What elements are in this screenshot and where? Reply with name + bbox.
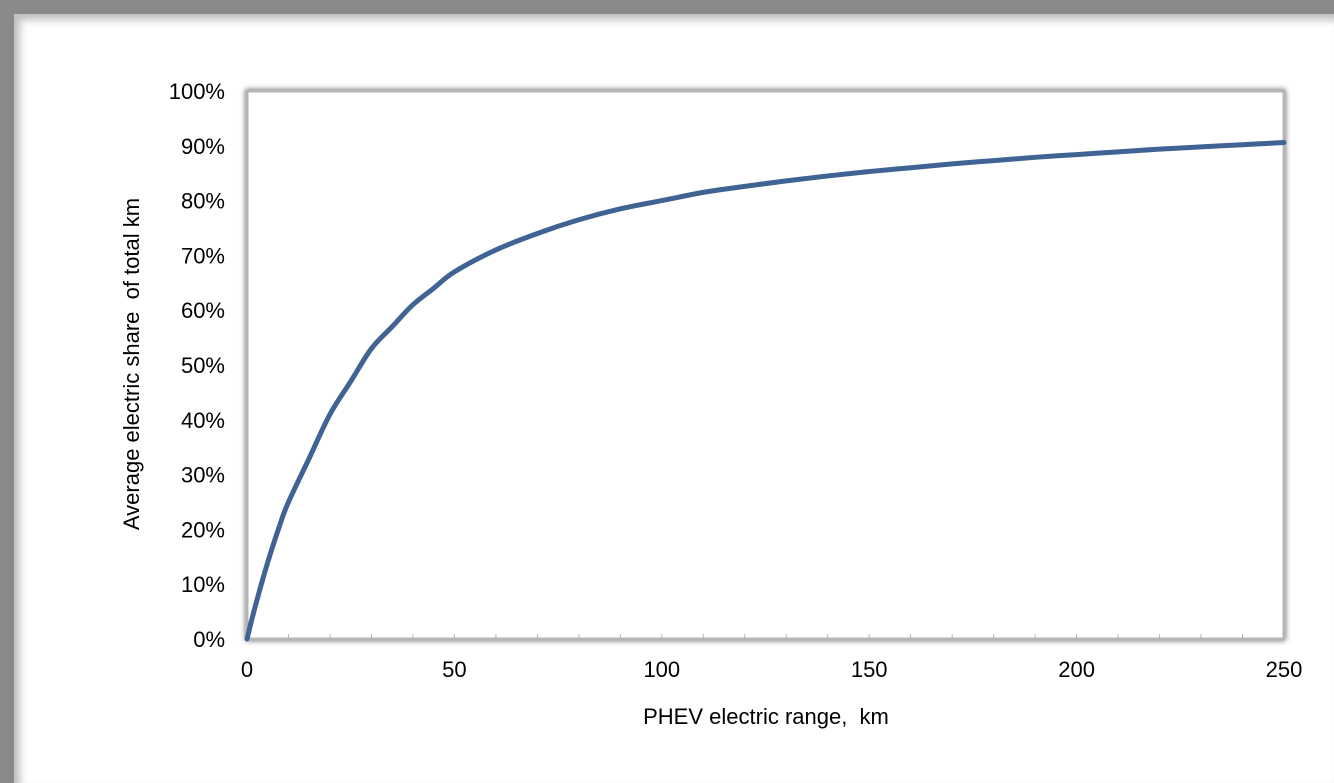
y-tick-label: 90% (181, 134, 225, 159)
series-line (244, 140, 1287, 642)
x-axis (246, 634, 1285, 639)
y-tick-label: 100% (169, 79, 225, 104)
y-axis: 0% 10% 20% 30% 40% 50% 60% 70% 80% 90% 100% (169, 79, 225, 652)
x-tick-label: 200 (1058, 657, 1095, 682)
x-axis-ticks: 0 50 100 150 200 250 (241, 657, 1302, 682)
y-tick-label: 30% (181, 463, 225, 488)
y-tick-label: 70% (181, 243, 225, 268)
x-tick-label: 150 (851, 657, 888, 682)
x-tick-label: 50 (442, 657, 466, 682)
y-tick-label: 60% (181, 298, 225, 323)
y-tick-label: 10% (181, 572, 225, 597)
x-tick-label: 100 (643, 657, 680, 682)
y-tick-label: 80% (181, 189, 225, 214)
y-tick-label: 20% (181, 517, 225, 542)
x-tick-label: 250 (1266, 657, 1303, 682)
y-axis-title: Average electric share of total km (119, 198, 144, 530)
y-tick-label: 50% (181, 353, 225, 378)
x-axis-title: PHEV electric range, km (643, 704, 889, 729)
plot-area (245, 89, 1286, 641)
y-tick-label: 40% (181, 408, 225, 433)
x-tick-label: 0 (241, 657, 253, 682)
y-tick-label: 0% (193, 627, 225, 652)
